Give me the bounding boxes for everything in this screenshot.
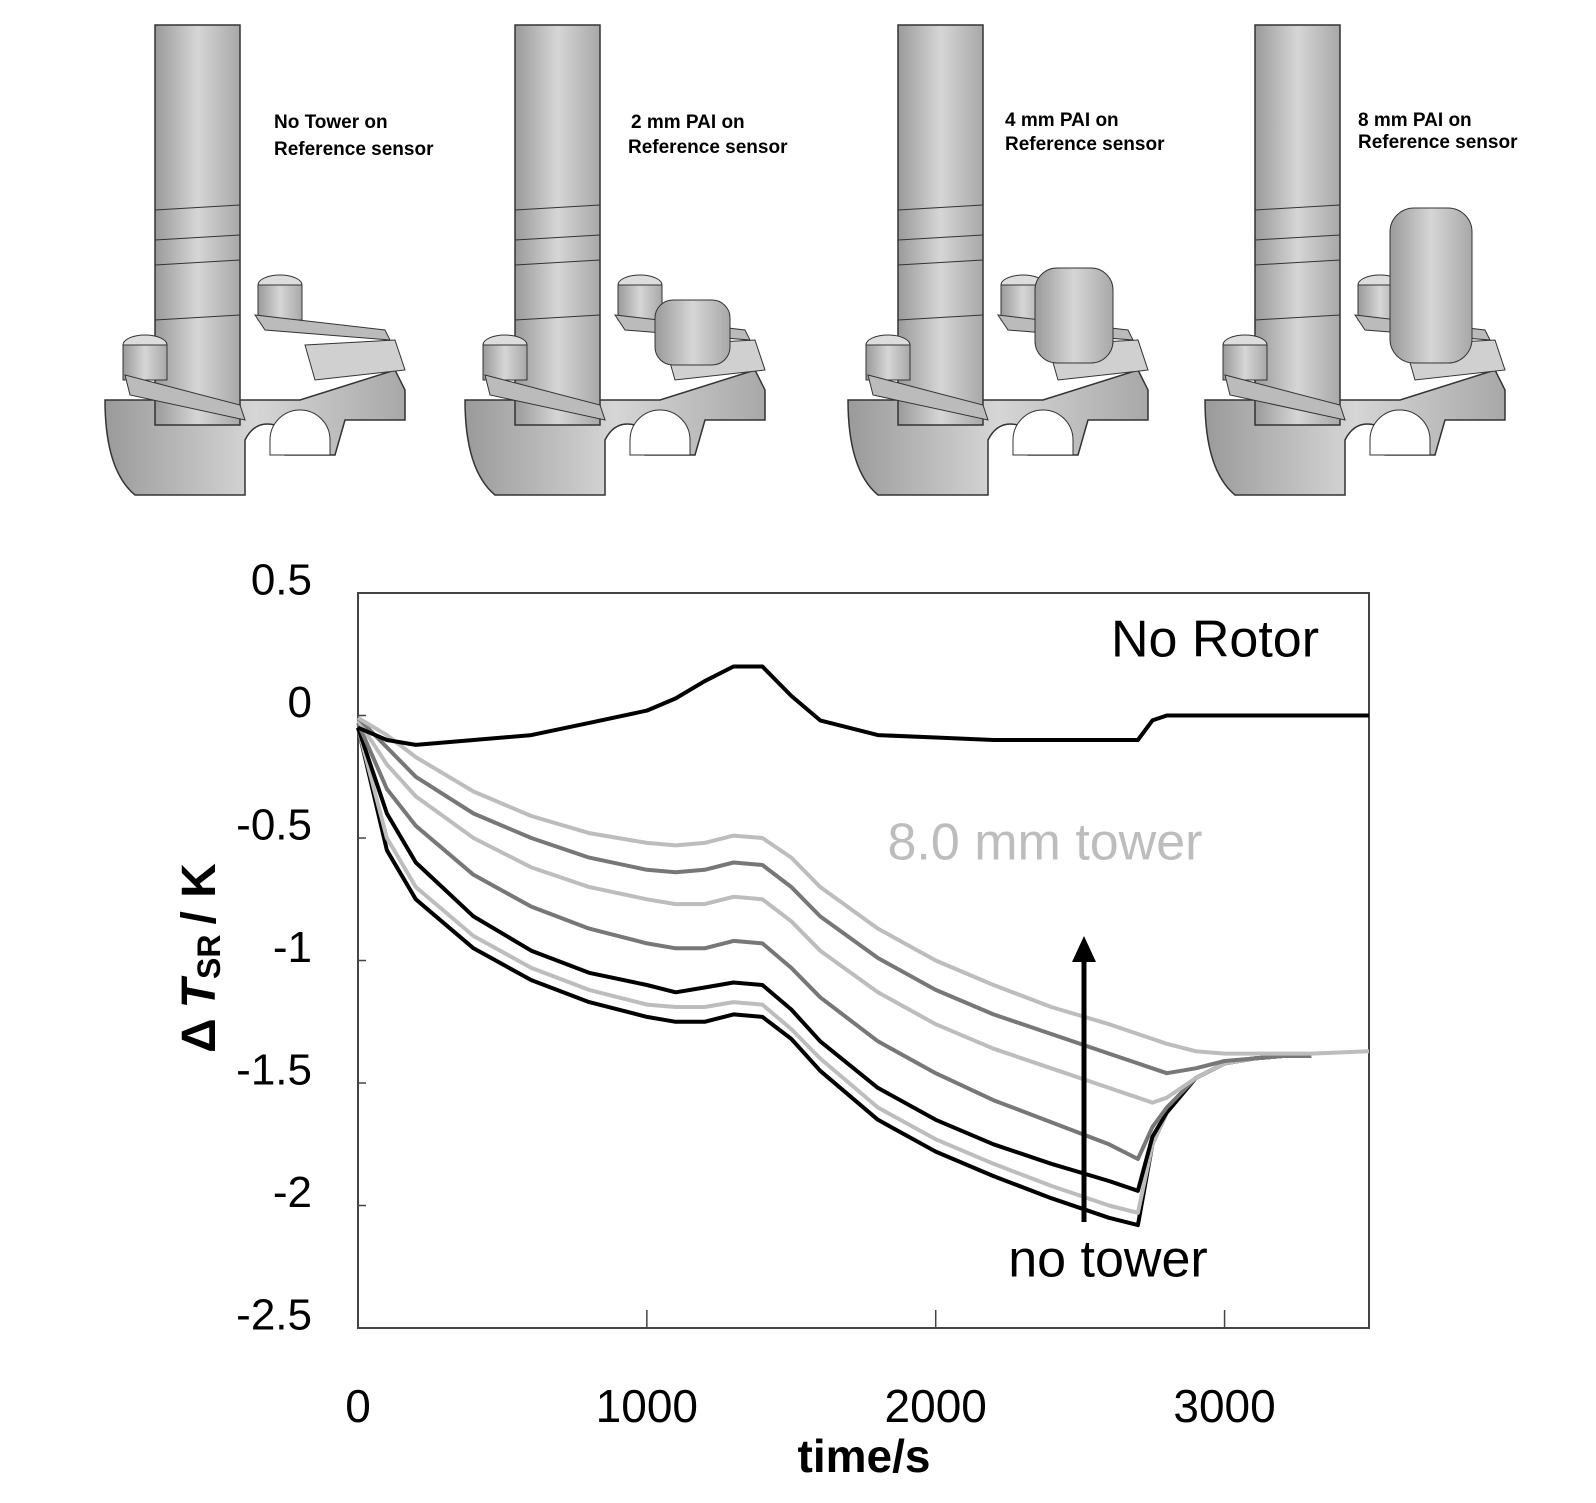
y-tick-label: 0 — [288, 678, 312, 727]
y-tick-label: 0.5 — [251, 556, 312, 605]
y-tick-label: -0.5 — [236, 801, 312, 850]
arrow-head — [1072, 936, 1096, 962]
y-label-delta: Δ — [173, 1018, 226, 1053]
figure: No Tower on Reference sensor 2 mm PAI on… — [0, 0, 1596, 1503]
x-tick-label: 3000 — [1173, 1380, 1275, 1432]
x-tick-label: 2000 — [885, 1380, 987, 1432]
y-label-unit: / K — [173, 863, 226, 925]
series-line — [358, 667, 1369, 745]
y-label-subscript: SR — [191, 935, 227, 979]
y-tick-label: -1.5 — [236, 1046, 312, 1095]
panel-caption: 4 mm PAI on — [1005, 110, 1119, 131]
y-label-symbol: T — [173, 975, 226, 1008]
series-line — [358, 723, 1311, 1159]
plot-frame — [358, 593, 1369, 1328]
y-tick-label: -2 — [273, 1168, 312, 1217]
panel-caption: Reference sensor — [1358, 132, 1518, 153]
series-line — [358, 718, 1369, 1054]
panel-caption: No Tower on — [274, 112, 388, 133]
y-tick-label: -1 — [273, 923, 312, 972]
annotation: no tower — [1008, 1231, 1207, 1289]
series-line — [358, 728, 1311, 1213]
annotation: No Rotor — [1111, 611, 1319, 669]
x-axis-label: time/s — [798, 1430, 931, 1482]
panel-caption: Reference sensor — [1005, 134, 1165, 155]
tower — [655, 300, 730, 365]
panel-caption: Reference sensor — [274, 139, 434, 160]
annotation: 8.0 mm tower — [888, 814, 1203, 872]
tower — [1035, 268, 1113, 363]
x-tick-label: 0 — [345, 1380, 371, 1432]
panel-caption: Reference sensor — [628, 137, 788, 158]
panel-caption: 2 mm PAI on — [631, 112, 745, 133]
x-tick-label: 1000 — [596, 1380, 698, 1432]
y-tick-label: -2.5 — [236, 1291, 312, 1340]
y-axis-label: ΔTSR / K — [173, 863, 228, 1053]
plot: 0 1000 2000 3000 0.5 0 -0.5 -1 -1.5 -2 -2.5 — [236, 556, 1369, 1433]
tower — [1390, 208, 1472, 363]
panel-caption: 8 mm PAI on — [1358, 110, 1472, 131]
